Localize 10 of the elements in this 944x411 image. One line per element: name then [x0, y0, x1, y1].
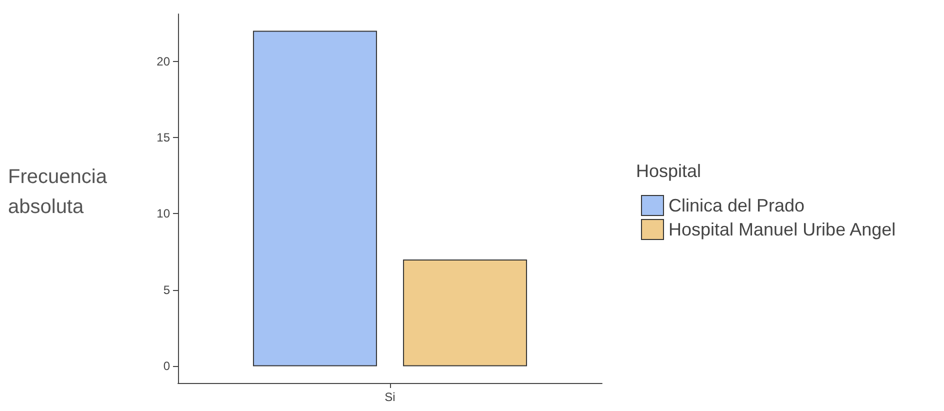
legend-label: Hospital Manuel Uribe Angel: [668, 220, 896, 240]
y-tick-label: 10: [156, 206, 170, 221]
y-tick-label: 0: [163, 359, 170, 374]
y-tick-label: 20: [156, 54, 170, 68]
legend-label: Clinica del Prado: [668, 196, 805, 216]
y-tick-label: 15: [156, 130, 170, 145]
y-tick-label: 5: [163, 282, 170, 297]
y-axis-title: Frecuencia absoluta: [8, 166, 112, 218]
legend-title: Hospital: [636, 161, 702, 181]
x-tick-label: Si: [384, 390, 396, 404]
